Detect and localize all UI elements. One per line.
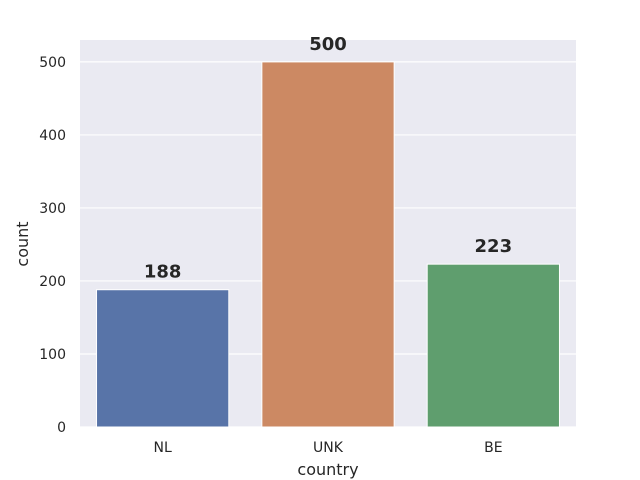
bar-be — [426, 263, 560, 428]
x-tick-label: BE — [484, 440, 502, 456]
x-axis-ticks: NL UNK BE — [154, 440, 503, 456]
y-tick-label: 100 — [39, 347, 66, 363]
y-tick-label: 200 — [39, 274, 66, 290]
bars — [96, 61, 560, 428]
bar-value-label: 223 — [475, 236, 513, 257]
y-tick-label: 400 — [39, 128, 66, 144]
y-tick-label: 500 — [39, 55, 66, 71]
bar-nl — [96, 289, 230, 428]
y-axis-label: count — [13, 221, 32, 266]
bar-value-label: 188 — [144, 262, 182, 283]
bar-value-labels: 188 500 223 — [144, 34, 512, 283]
y-tick-label: 0 — [57, 420, 66, 436]
x-axis-label: country — [297, 460, 358, 479]
x-tick-label: UNK — [313, 440, 344, 456]
y-tick-label: 300 — [39, 201, 66, 217]
y-axis-ticks: 0 100 200 300 400 500 — [39, 55, 66, 436]
bar-unk — [261, 61, 395, 428]
x-tick-label: NL — [154, 440, 172, 456]
bar-value-label: 500 — [309, 34, 347, 55]
